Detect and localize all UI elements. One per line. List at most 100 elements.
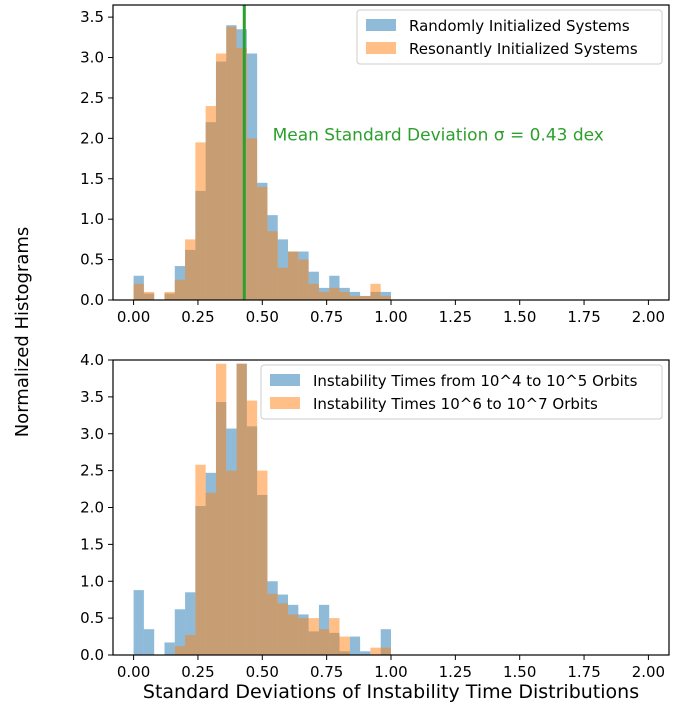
histogram-bar [267, 593, 278, 655]
histogram-bar [288, 614, 299, 655]
legend-label: Randomly Initialized Systems [409, 17, 630, 35]
legend-label: Resonantly Initialized Systems [409, 40, 638, 58]
legend-swatch [270, 397, 300, 409]
x-tick-label: 0.75 [310, 308, 343, 326]
x-tick-label: 1.25 [439, 663, 472, 681]
legend-label: Instability Times from 10^4 to 10^5 Orbi… [313, 372, 638, 390]
x-tick-label: 0.25 [181, 308, 214, 326]
histogram-bar [174, 279, 186, 300]
y-tick-label: 1.0 [80, 572, 104, 590]
x-tick-label: 0.50 [246, 308, 279, 326]
legend-label: Instability Times 10^6 to 10^7 Orbits [313, 395, 598, 413]
x-tick-label: 1.00 [374, 308, 407, 326]
histogram-bar [298, 618, 309, 655]
figure-xlabel: Standard Deviations of Instability Time … [143, 681, 639, 703]
histogram-bar [349, 636, 361, 655]
series-1 [133, 26, 391, 300]
histogram-bar [215, 363, 227, 655]
histogram-bar [360, 295, 371, 300]
x-tick-label: 1.75 [567, 663, 600, 681]
histogram-bar [164, 642, 175, 655]
histogram-bar [339, 291, 350, 300]
histogram-bar [246, 400, 258, 655]
bottom-histogram-panel: 0.00 0.25 0.50 0.75 1.00 1.25 1.50 1.75 2.00 0.0 0… [80, 351, 670, 681]
histogram-bar [174, 646, 186, 655]
histogram-bar [349, 295, 361, 300]
y-tick-label: 2.5 [80, 462, 104, 480]
histogram-bar [318, 291, 330, 300]
top-histogram-panel: Mean Standard Deviation σ = 0.43 dex 0.0 0… [80, 4, 670, 326]
histogram-bar [318, 629, 330, 655]
histogram-bar [308, 283, 319, 300]
histogram-bar [133, 283, 144, 300]
series-1 [174, 363, 391, 655]
histogram-bar [308, 618, 319, 655]
y-tick-label: 3.0 [80, 49, 104, 67]
histogram-bar [370, 647, 381, 655]
x-tick-label: 0.75 [310, 663, 343, 681]
histogram-bar [267, 231, 278, 300]
x-tick-label: 0.50 [246, 663, 279, 681]
histogram-bar [288, 251, 299, 300]
y-tick-label: 1.5 [80, 170, 104, 188]
histogram-bar [277, 267, 289, 300]
histogram-bar [236, 47, 247, 300]
x-tick-label: 1.50 [503, 663, 536, 681]
histogram-bar [246, 138, 258, 300]
histogram-bar [143, 291, 155, 300]
y-tick-label: 2.0 [80, 129, 104, 147]
y-tick-label: 0.0 [80, 291, 104, 309]
y-tick-label: 2.5 [80, 89, 104, 107]
histogram-bar [205, 106, 216, 300]
y-tick-label: 3.0 [80, 425, 104, 443]
x-tick-label: 1.00 [374, 663, 407, 681]
histogram-bar [195, 142, 206, 300]
histogram-bar [185, 592, 196, 655]
x-tick-label: 1.25 [439, 308, 472, 326]
histogram-bar [133, 590, 144, 655]
histogram-bar [215, 53, 227, 300]
legend-swatch [366, 42, 396, 54]
figure-ylabel: Normalized Histograms [12, 227, 33, 438]
y-tick-label: 1.0 [80, 210, 104, 228]
histogram-bar [236, 363, 247, 655]
legend-box [356, 9, 663, 65]
histogram-bar [380, 647, 391, 655]
histogram-bar [143, 629, 155, 655]
histogram-bar [380, 629, 391, 655]
histogram-bar [360, 651, 371, 655]
histogram-bar [226, 470, 237, 655]
x-tick-label: 2.00 [632, 663, 665, 681]
histogram-bar [185, 239, 196, 300]
legend: Randomly Initialized Systems Resonantly I… [356, 9, 663, 65]
histogram-bar [380, 295, 391, 300]
y-tick-label: 1.5 [80, 535, 104, 553]
x-tick-label: 0.25 [181, 663, 214, 681]
y-tick-label: 2.0 [80, 499, 104, 517]
legend: Instability Times from 10^4 to 10^5 Orbi… [260, 364, 663, 420]
histogram-bar [277, 603, 289, 655]
mean-annotation: Mean Standard Deviation σ = 0.43 dex [273, 125, 604, 145]
legend-swatch [366, 19, 396, 31]
x-tick-label: 1.75 [567, 308, 600, 326]
histogram-bar [226, 26, 237, 300]
histogram-bar [298, 259, 309, 300]
histogram-bar [257, 470, 268, 655]
x-tick-label: 2.00 [632, 308, 665, 326]
histogram-bar [185, 635, 196, 655]
legend-box [260, 364, 663, 420]
histogram-bar [195, 464, 206, 655]
legend-swatch [270, 374, 300, 386]
histogram-bar [370, 283, 381, 300]
histogram-bar [329, 287, 340, 300]
histogram-bar [257, 186, 268, 300]
y-tick-label: 4.0 [80, 351, 104, 369]
y-tick-label: 3.5 [80, 8, 104, 26]
y-tick-label: 0.0 [80, 646, 104, 664]
y-tick-label: 3.5 [80, 388, 104, 406]
histogram-bar [329, 618, 340, 655]
y-tick-label: 0.5 [80, 609, 104, 627]
histogram-bar [205, 492, 216, 655]
histogram-bar [339, 636, 350, 655]
